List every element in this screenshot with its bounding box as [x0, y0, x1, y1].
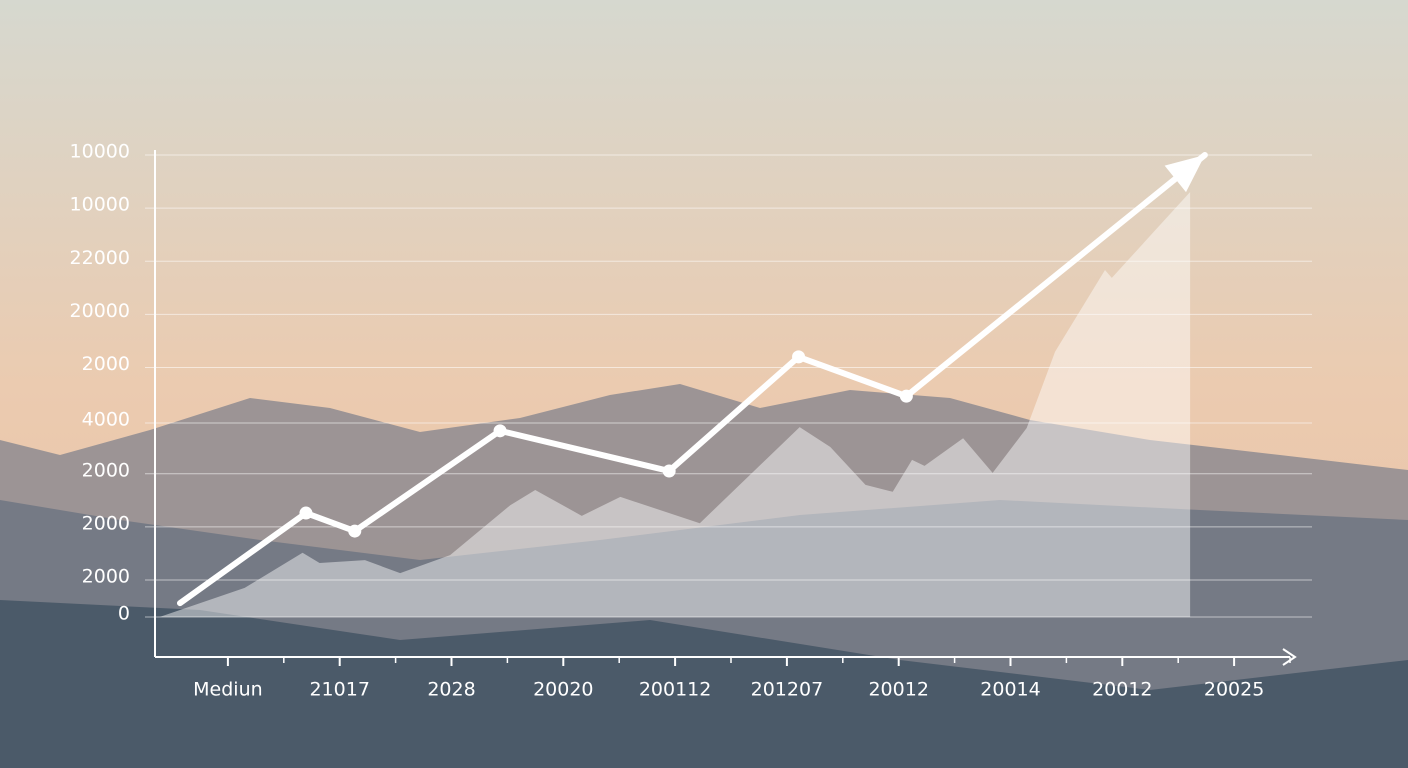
line	[176, 152, 1208, 607]
x-tick-label: 2028	[427, 679, 475, 701]
point	[348, 524, 362, 538]
x-axis-arrow	[1282, 648, 1297, 666]
y-tick-label: 0	[118, 603, 130, 625]
x-tick-label: 20012	[1092, 679, 1152, 701]
y-tick-label: 4000	[82, 408, 130, 430]
x-tick-label: 20014	[980, 679, 1040, 701]
y-tick-label: 2000	[82, 512, 130, 534]
y-tick-label: 22000	[70, 247, 130, 269]
x-tick-label: Mediun	[193, 679, 263, 701]
x-tick-label: 20025	[1204, 679, 1264, 701]
y-tick-label: 2000	[82, 459, 130, 481]
y-tick-label: 20000	[70, 300, 130, 322]
y-tick-label: 10000	[70, 194, 130, 216]
x-tick-label: 21017	[309, 679, 369, 701]
x-tick-label: 20012	[868, 679, 928, 701]
x-tick-label: 201207	[751, 679, 824, 701]
point	[662, 464, 676, 478]
x-tick-label: 200112	[639, 679, 712, 701]
point	[493, 424, 507, 438]
arrowhead	[1164, 155, 1205, 193]
point	[899, 389, 913, 403]
point	[792, 350, 806, 364]
y-tick-label: 10000	[70, 141, 130, 163]
area	[159, 191, 1191, 617]
y-tick-label: 2000	[82, 353, 130, 375]
point	[299, 506, 313, 520]
mountain-near	[0, 600, 1408, 768]
x-tick-label: 20020	[533, 679, 593, 701]
y-tick-label: 2000	[82, 566, 130, 588]
